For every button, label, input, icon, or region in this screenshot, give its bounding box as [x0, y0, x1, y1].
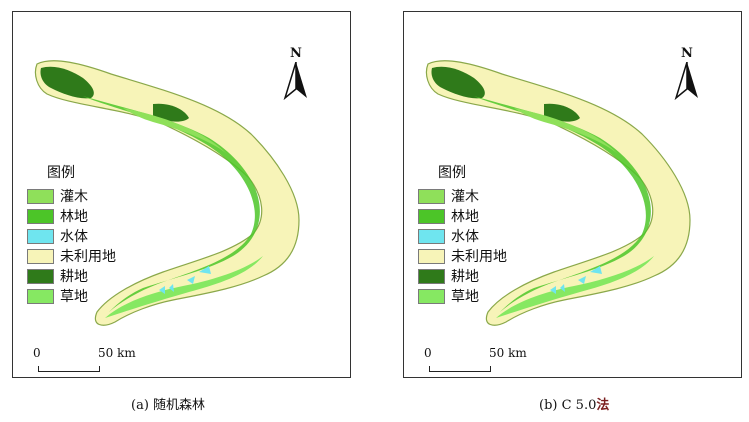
legend-label: 耕地: [60, 269, 88, 285]
scale-end-label: 50 km: [489, 346, 527, 360]
water-body: [560, 284, 565, 292]
caption-b: (b) C 5.0法: [539, 394, 609, 413]
legend-label: 水体: [60, 229, 88, 245]
legend-swatch: [27, 228, 54, 244]
legend-label: 水体: [451, 229, 479, 245]
scale-line: [38, 366, 100, 372]
legend-swatch: [418, 288, 445, 304]
legend-item: 林地: [27, 206, 116, 226]
legend-swatch: [27, 268, 54, 284]
legend-item: 耕地: [418, 266, 507, 286]
scale-line: [429, 366, 491, 372]
shrub-zone: [123, 108, 227, 154]
legend-title: 图例: [438, 165, 466, 181]
cropland-patch: [431, 66, 485, 99]
legend-item: 灌木: [418, 186, 507, 206]
map-panel-b: N 图例 灌木林地水体未利用地耕地草地 0 50 km: [403, 11, 742, 378]
land-use-map-b: [425, 60, 691, 326]
water-body: [187, 276, 195, 284]
legend-label: 草地: [451, 289, 479, 305]
legend-swatch: [418, 248, 445, 264]
legend-item: 水体: [27, 226, 116, 246]
legend-label: 耕地: [451, 269, 479, 285]
legend-label: 未利用地: [60, 249, 116, 265]
shrub-zone: [514, 108, 618, 154]
land-use-map-a: [34, 60, 300, 326]
scale-zero-label: 0: [424, 346, 432, 360]
caption-a-method: 随机森林: [153, 398, 206, 413]
legend-swatch: [27, 188, 54, 204]
legend-title: 图例: [47, 165, 75, 181]
north-arrow-icon: [674, 62, 698, 100]
legend-rows: 灌木林地水体未利用地耕地草地: [418, 186, 507, 306]
legend-item: 未利用地: [418, 246, 507, 266]
caption-a: (a) 随机森林: [131, 394, 205, 413]
scale-zero-label: 0: [33, 346, 41, 360]
cropland-patch: [544, 103, 580, 122]
legend-item: 耕地: [27, 266, 116, 286]
water-body: [578, 276, 586, 284]
north-arrow-icon: [283, 62, 307, 100]
legend-label: 未利用地: [451, 249, 507, 265]
cropland-patch: [153, 103, 189, 122]
legend-swatch: [418, 228, 445, 244]
water-body: [159, 286, 165, 294]
north-label: N: [290, 46, 302, 61]
forest-band: [474, 96, 651, 312]
water-body: [169, 284, 174, 292]
cropland-patch: [40, 66, 94, 99]
north-arrow: N: [674, 46, 700, 102]
legend-item: 水体: [418, 226, 507, 246]
legend-item: 草地: [418, 286, 507, 306]
grass-zone: [105, 256, 263, 318]
scale-bar: 0 50 km: [424, 346, 527, 374]
legend-label: 林地: [451, 209, 479, 225]
grass-zone: [496, 256, 654, 318]
legend-swatch: [418, 208, 445, 224]
north-arrow: N: [283, 46, 309, 102]
legend-label: 草地: [60, 289, 88, 305]
legend-label: 灌木: [60, 189, 88, 205]
legend-swatch: [418, 188, 445, 204]
legend-swatch: [27, 248, 54, 264]
caption-b-method: 法: [596, 398, 610, 413]
legend-item: 未利用地: [27, 246, 116, 266]
legend-swatch: [27, 208, 54, 224]
legend-label: 林地: [60, 209, 88, 225]
caption-b-prefix: (b) C 5.0: [539, 398, 597, 413]
legend-item: 林地: [418, 206, 507, 226]
legend-rows: 灌木林地水体未利用地耕地草地: [27, 186, 116, 306]
scale-end-label: 50 km: [98, 346, 136, 360]
map-panel-a: N 图例 灌木林地水体未利用地耕地草地 0 50 km: [12, 11, 351, 378]
water-body: [590, 266, 602, 274]
legend-swatch: [27, 288, 54, 304]
legend-item: 草地: [27, 286, 116, 306]
legend: 图例 灌木林地水体未利用地耕地草地: [418, 162, 507, 306]
caption-a-prefix: (a): [131, 398, 154, 413]
north-label: N: [681, 46, 693, 61]
water-body: [199, 266, 211, 274]
legend-item: 灌木: [27, 186, 116, 206]
legend-label: 灌木: [451, 189, 479, 205]
scale-bar: 0 50 km: [33, 346, 136, 374]
forest-band: [83, 96, 260, 312]
legend-swatch: [418, 268, 445, 284]
legend: 图例 灌木林地水体未利用地耕地草地: [27, 162, 116, 306]
water-body: [550, 286, 556, 294]
